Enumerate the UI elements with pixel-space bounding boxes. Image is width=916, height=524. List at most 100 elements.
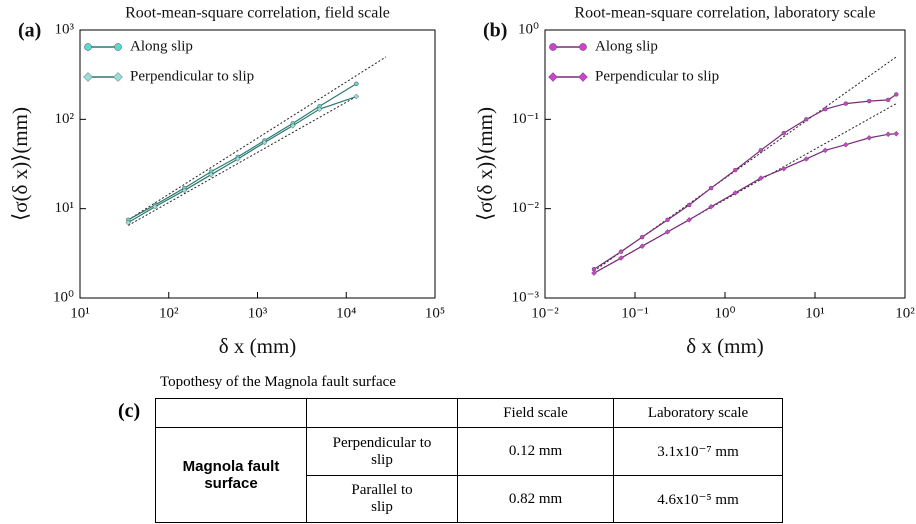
- x-tick-label: 10⁻¹: [621, 305, 648, 321]
- series-line: [593, 133, 897, 274]
- data-point: [885, 131, 892, 138]
- data-point: [639, 243, 645, 250]
- data-point: [618, 249, 624, 254]
- data-point: [261, 139, 268, 146]
- row-group: Magnola fault surface: [155, 427, 307, 523]
- data-point: [733, 167, 738, 173]
- series-line: [127, 95, 357, 224]
- y-axis-label: ⟨σ(δ x)⟩(mm): [473, 107, 497, 221]
- cell: 0.12 mm: [457, 427, 614, 476]
- row-label-text: Perpendicular to slip: [332, 434, 432, 468]
- empty-cell: [306, 398, 458, 428]
- legend-label: Perpendicular to slip: [595, 68, 719, 84]
- row-label: Parallel to slip: [306, 475, 458, 523]
- series-line: [593, 93, 897, 270]
- x-axis-label: δ x (mm): [219, 334, 297, 358]
- data-point: [780, 165, 787, 172]
- x-tick-label: 10⁻²: [531, 305, 559, 321]
- data-point: [732, 190, 739, 196]
- topothesy-table: Field scale Laboratory scale Magnola fau…: [155, 398, 783, 523]
- data-point: [665, 217, 670, 223]
- legend-marker: [84, 43, 92, 51]
- x-tick-label: 10¹: [70, 305, 90, 321]
- data-point: [208, 171, 214, 178]
- data-point: [353, 93, 360, 100]
- panel-label: (a): [18, 20, 41, 42]
- data-point: [125, 219, 132, 226]
- legend-marker: [114, 43, 122, 51]
- data-point: [316, 106, 323, 113]
- data-point: [757, 175, 764, 181]
- y-tick-label: 10⁻²: [512, 200, 540, 216]
- panel-label: (b): [483, 20, 507, 42]
- data-point: [893, 130, 900, 137]
- empty-cell: [155, 398, 307, 428]
- data-point: [708, 185, 714, 191]
- cell: 4.6x10⁻⁵ mm: [613, 475, 783, 523]
- legend-marker: [548, 72, 558, 82]
- data-point: [639, 234, 645, 240]
- legend-marker: [83, 72, 93, 82]
- y-tick-label: 10²: [55, 111, 75, 127]
- data-point: [894, 92, 899, 97]
- y-axis-label: ⟨σ(δ x)⟩(mm): [8, 107, 32, 221]
- chart-title: Root-mean-square correlation, field scal…: [125, 5, 390, 22]
- fit-line: [128, 96, 357, 226]
- data-point: [803, 156, 810, 162]
- data-point: [866, 98, 872, 104]
- table-title: Topothesy of the Magnola fault surface: [160, 374, 396, 390]
- y-tick-label: 10⁰: [53, 289, 74, 305]
- data-point: [843, 101, 849, 106]
- legend-label: Perpendicular to slip: [130, 68, 254, 84]
- y-tick-label: 10⁻¹: [512, 111, 539, 127]
- x-tick-label: 10²: [159, 305, 179, 321]
- cell: 0.82 mm: [457, 475, 614, 523]
- legend-marker: [113, 72, 123, 82]
- data-point: [866, 135, 873, 141]
- data-point: [686, 202, 692, 208]
- row-label-text: Parallel to slip: [351, 482, 413, 515]
- y-tick-label: 10¹: [55, 200, 75, 216]
- series-line: [127, 83, 357, 221]
- legend-label: Along slip: [130, 38, 193, 54]
- legend-label: Along slip: [595, 38, 658, 54]
- data-point: [354, 81, 359, 87]
- data-point: [842, 141, 849, 148]
- row-label: Perpendicular to slip: [306, 427, 458, 476]
- legend-marker: [578, 72, 588, 82]
- data-point: [781, 130, 787, 136]
- fit-line: [128, 56, 387, 221]
- data-point: [885, 97, 891, 103]
- panel-label: (c): [118, 400, 141, 422]
- data-point: [758, 148, 764, 153]
- x-tick-label: 10⁰: [714, 305, 735, 321]
- data-point: [181, 187, 188, 194]
- x-tick-label: 10²: [895, 305, 915, 321]
- x-tick-label: 10⁴: [336, 305, 356, 321]
- data-point: [708, 203, 714, 210]
- x-axis-label: δ x (mm): [686, 334, 764, 358]
- y-tick-label: 10⁻³: [512, 289, 540, 305]
- x-tick-label: 10¹: [805, 305, 825, 321]
- data-point: [591, 270, 597, 276]
- data-point: [152, 203, 158, 210]
- data-point: [686, 216, 693, 223]
- y-tick-label: 10⁰: [518, 21, 539, 37]
- data-point: [289, 122, 296, 129]
- chart-title: Root-mean-square correlation, laboratory…: [574, 5, 875, 22]
- x-tick-label: 10³: [248, 305, 268, 321]
- cell: 3.1x10⁻⁷ mm: [613, 427, 783, 476]
- charts: 10¹ 10² 10³ 10⁴ 10⁵10⁰10¹10²10³Root-mean-squ…: [8, 5, 915, 358]
- data-point: [823, 106, 828, 112]
- data-point: [804, 117, 809, 122]
- y-tick-label: 10³: [55, 21, 75, 37]
- data-point: [664, 229, 671, 235]
- x-tick-label: 10⁵: [425, 305, 445, 321]
- column-header: Field scale: [457, 398, 614, 428]
- column-header: Laboratory scale: [613, 398, 783, 428]
- data-point: [822, 147, 829, 154]
- legend-marker: [549, 43, 557, 51]
- legend-marker: [579, 43, 587, 51]
- data-point: [234, 156, 241, 162]
